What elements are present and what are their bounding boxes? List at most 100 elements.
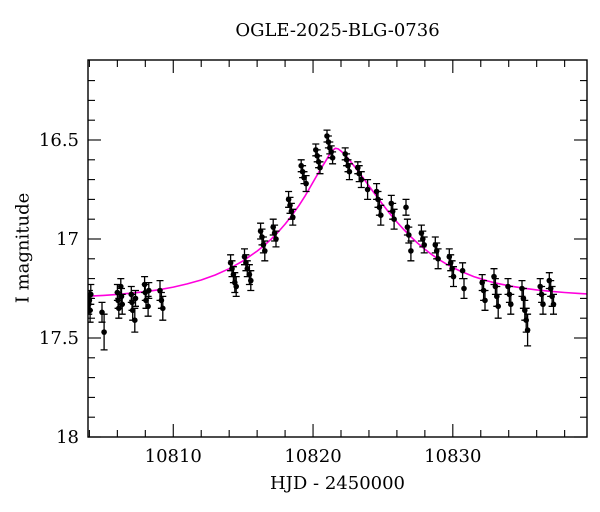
error-bars (88, 129, 557, 351)
data-point (355, 164, 361, 171)
data-point (391, 216, 397, 222)
data-point (449, 265, 455, 272)
data-point (546, 277, 553, 284)
data-point (88, 291, 94, 298)
data-point (88, 297, 93, 304)
data-point (523, 317, 529, 324)
data-point (244, 265, 251, 272)
data-point (519, 285, 525, 292)
data-point (158, 297, 165, 304)
data-point (303, 180, 309, 187)
data-point (403, 204, 409, 211)
data-point (378, 212, 384, 218)
data-point (248, 277, 254, 284)
data-point (118, 293, 125, 300)
data-point (118, 283, 124, 290)
data-point (418, 230, 425, 236)
data-point (257, 228, 264, 234)
data-point (329, 155, 336, 161)
data-point (230, 271, 237, 278)
data-point (132, 317, 138, 324)
data-point (143, 297, 149, 304)
data-point (358, 176, 365, 183)
data-point (346, 168, 353, 175)
data-point (520, 295, 527, 302)
data-point (114, 289, 121, 296)
data-point (494, 293, 500, 300)
y-tick-label: 18 (56, 427, 79, 448)
data-point (505, 283, 511, 290)
data-point (373, 188, 380, 195)
data-point (491, 273, 497, 280)
data-point (285, 196, 292, 203)
data-point (432, 242, 439, 248)
data-point (479, 279, 486, 286)
data-point (88, 307, 93, 314)
data-point (290, 214, 296, 220)
y-tick-label: 17 (56, 229, 79, 250)
data-point (421, 242, 428, 248)
data-layer (88, 129, 557, 351)
data-point (524, 327, 531, 333)
data-point (241, 253, 248, 260)
data-point (506, 291, 513, 298)
data-point (313, 147, 319, 153)
data-point (508, 301, 514, 308)
plot-frame (87, 59, 588, 438)
x-tick-label: 10820 (284, 446, 341, 467)
data-point (317, 164, 323, 171)
data-point (342, 151, 349, 157)
data-point (537, 283, 543, 290)
data-point (141, 281, 148, 288)
data-point (547, 285, 554, 292)
data-point (328, 149, 335, 155)
data-point (408, 248, 414, 254)
data-point (227, 260, 234, 266)
data-point (459, 267, 466, 274)
data-point (540, 301, 546, 308)
data-point (446, 253, 453, 260)
chart-title: OGLE-2025-BLG-0736 (235, 20, 440, 41)
data-point (549, 293, 555, 300)
data-point (146, 287, 152, 294)
data-point (324, 133, 330, 139)
data-point (287, 202, 293, 209)
data-point (388, 200, 395, 207)
axis-ticks (88, 60, 587, 438)
data-point (129, 299, 135, 306)
data-point (260, 242, 267, 248)
data-point (538, 291, 545, 298)
data-point (119, 301, 125, 308)
data-point (101, 329, 107, 335)
data-point (356, 170, 363, 177)
data-point (389, 208, 396, 215)
data-point (461, 285, 467, 292)
data-point (99, 309, 105, 316)
data-point (271, 230, 278, 236)
data-point (364, 186, 371, 193)
data-point (480, 287, 487, 294)
data-point (376, 204, 383, 211)
data-point (315, 159, 322, 165)
data-point (129, 307, 136, 314)
data-point (420, 236, 426, 242)
data-point (259, 234, 265, 240)
data-point (447, 260, 454, 266)
data-point (550, 301, 557, 308)
data-point (115, 297, 121, 304)
data-point (345, 162, 351, 169)
data-point (433, 248, 440, 254)
data-point (482, 297, 488, 304)
data-point (406, 232, 412, 238)
model-curve (88, 147, 587, 297)
data-point (270, 224, 277, 230)
data-point (299, 168, 306, 175)
data-point (298, 162, 305, 169)
data-point (288, 208, 295, 215)
data-point (132, 295, 139, 302)
data-point (522, 307, 528, 314)
data-point (435, 255, 441, 262)
y-tick-label: 17.5 (39, 328, 79, 349)
data-point (301, 174, 307, 181)
